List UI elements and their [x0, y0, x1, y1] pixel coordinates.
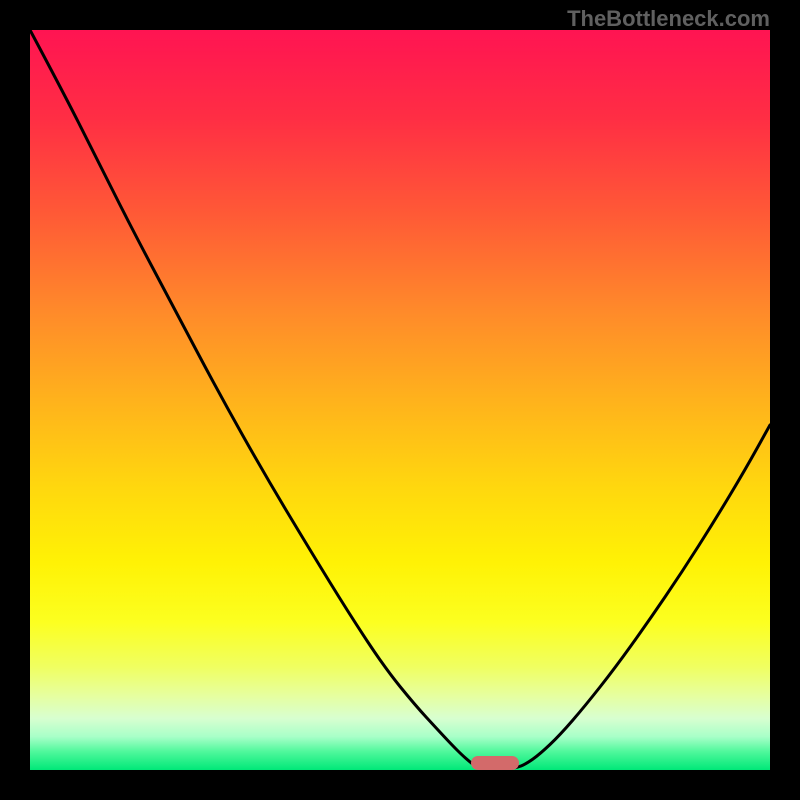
- plot-area: [30, 30, 770, 770]
- optimum-marker: [471, 756, 519, 770]
- watermark-text: TheBottleneck.com: [567, 6, 770, 32]
- chart-frame: TheBottleneck.com: [0, 0, 800, 800]
- curve-overlay: [30, 30, 770, 770]
- bottleneck-curve: [30, 30, 770, 769]
